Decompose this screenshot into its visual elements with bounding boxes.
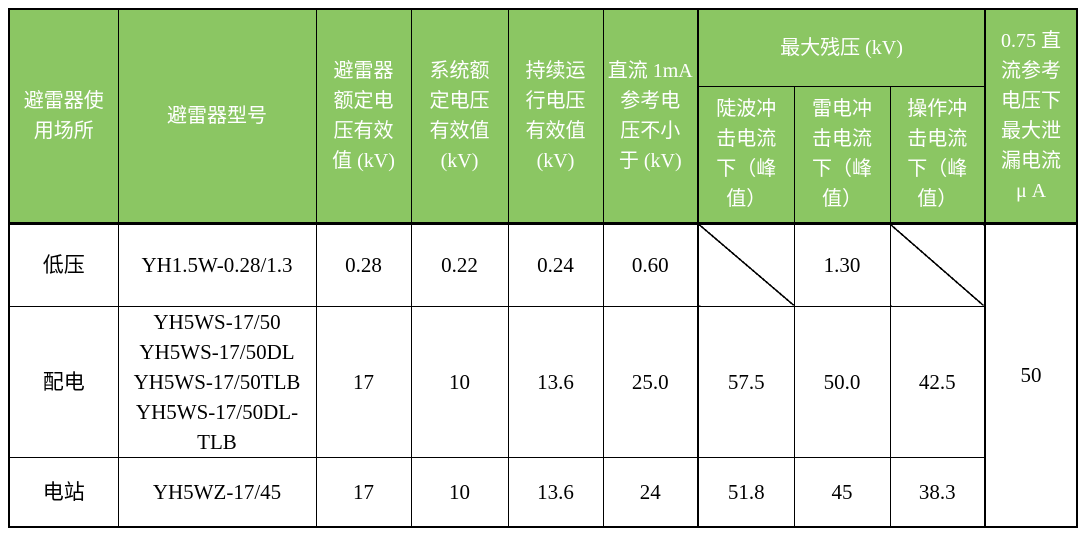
header-model: 避雷器型号	[117, 8, 317, 225]
header-dc-1ma-reference: 直流 1mA 参考电 压不小 于 (kV)	[602, 8, 699, 225]
header-lightning-impulse: 雷电冲 击电流 下（峰 值）	[793, 85, 891, 225]
cell-steep: 57.5	[697, 305, 795, 458]
cell-lightning: 1.30	[793, 222, 891, 307]
header-steep-wave: 陡波冲 击电流 下（峰 值）	[697, 85, 795, 225]
na-diagonal-cell	[697, 222, 795, 307]
header-rated-voltage: 避雷器 额定电 压有效 值 (kV)	[315, 8, 412, 225]
cell-system: 10	[410, 456, 509, 528]
header-system-voltage: 系统额 定电压 有效值 (kV)	[410, 8, 509, 225]
cell-system: 10	[410, 305, 509, 458]
arrester-spec-table: 避雷器使 用场所 避雷器型号 避雷器 额定电 压有效 值 (kV) 系统额 定电…	[8, 8, 1079, 528]
cell-model: YH5WZ-17/45	[117, 456, 317, 528]
cell-steep: 51.8	[697, 456, 795, 528]
na-diagonal-cell	[889, 222, 986, 307]
table-row-low-voltage: 低压 YH1.5W-0.28/1.3 0.28 0.22 0.24 0.60 1…	[8, 222, 1078, 528]
cell-location: 配电	[8, 305, 119, 458]
cell-location: 电站	[8, 456, 119, 528]
cell-leakage-merged: 50	[984, 222, 1078, 528]
cell-operating: 38.3	[889, 456, 986, 528]
header-max-residual-group: 最大残压 (kV)	[696, 8, 986, 87]
cell-lightning: 45	[793, 456, 891, 528]
cell-dc: 0.60	[602, 222, 699, 307]
header-continuous-voltage: 持续运 行电压 有效值 (kV)	[507, 8, 604, 225]
cell-system: 0.22	[410, 222, 509, 307]
cell-model: YH5WS-17/50 YH5WS-17/50DL YH5WS-17/50TLB…	[117, 305, 317, 458]
cell-continuous: 13.6	[507, 305, 604, 458]
cell-dc: 24	[602, 456, 699, 528]
table-row-station: 电站 YH5WZ-17/45 17 10 13.6 24 51.8 45 38.…	[8, 456, 1077, 528]
table-row-distribution: 配电 YH5WS-17/50 YH5WS-17/50DL YH5WS-17/50…	[8, 305, 1077, 458]
cell-continuous: 0.24	[507, 222, 604, 307]
cell-rated: 17	[315, 456, 412, 528]
cell-model: YH1.5W-0.28/1.3	[117, 222, 317, 307]
cell-location: 低压	[8, 222, 119, 307]
cell-rated: 0.28	[315, 222, 412, 307]
header-leakage-current: 0.75 直 流参考 电压下 最大泄 漏电流 μ A	[984, 8, 1078, 225]
header-usage-location: 避雷器使 用场所	[8, 8, 119, 225]
cell-dc: 25.0	[602, 305, 699, 458]
header-operating-impulse: 操作冲 击电流 下（峰 值）	[889, 85, 986, 225]
cell-rated: 17	[315, 305, 412, 458]
cell-operating: 42.5	[889, 305, 986, 458]
cell-lightning: 50.0	[793, 305, 891, 458]
cell-continuous: 13.6	[507, 456, 604, 528]
